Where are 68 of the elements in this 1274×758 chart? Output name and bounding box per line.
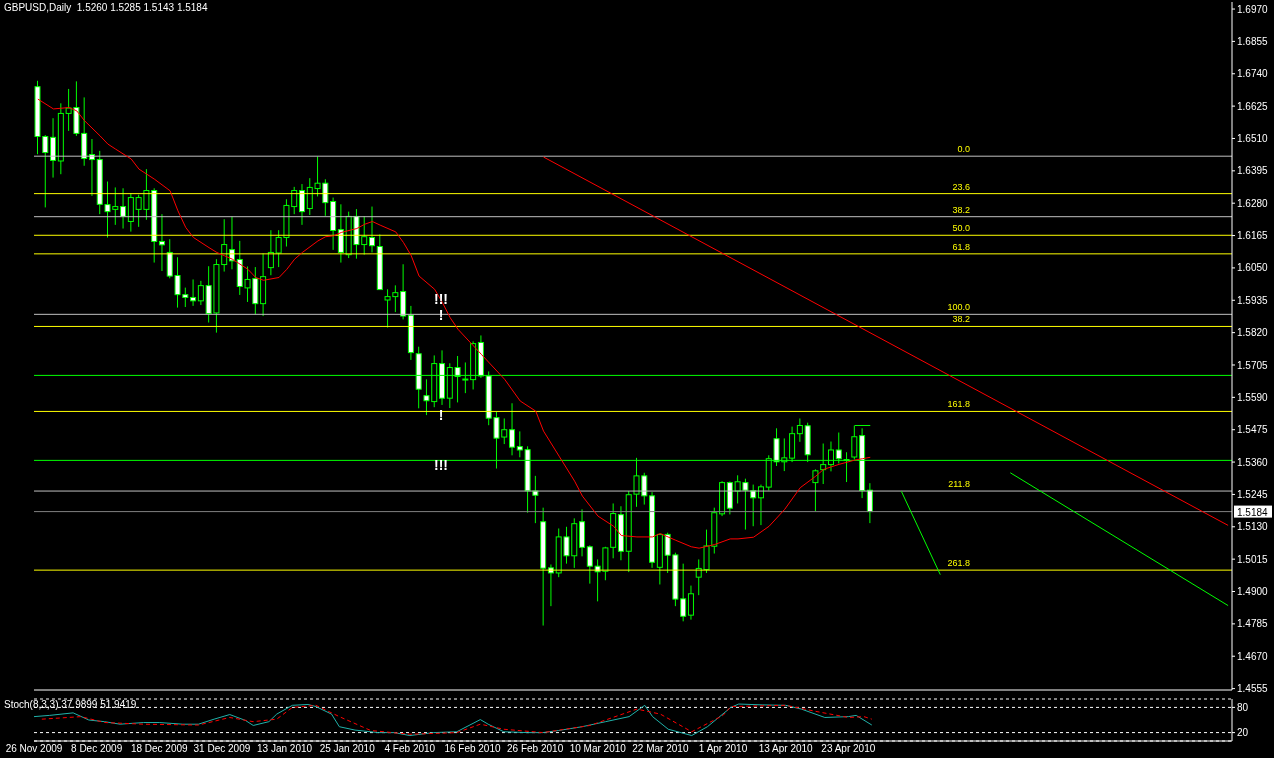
annotation: 0.0 [956, 144, 970, 155]
candlestick [50, 117, 57, 179]
candlestick [532, 475, 539, 524]
y-tick-label: 1.5360 [1237, 456, 1269, 468]
candlestick [267, 229, 274, 276]
y-tick-label: 1.4785 [1237, 618, 1269, 630]
x-tick-label: 10 Mar 2010 [569, 743, 627, 755]
y-tick-label: 1.5820 [1237, 327, 1269, 339]
x-tick-label: 31 Dec 2009 [193, 743, 251, 755]
y-tick-label: 1.4670 [1237, 650, 1269, 662]
annotation: !!! [433, 457, 449, 473]
x-tick-label: 13 Jan 2010 [257, 743, 313, 755]
x-tick-label: 26 Nov 2009 [5, 743, 63, 755]
y-tick-label: 80 [1237, 701, 1249, 713]
candlestick [687, 585, 694, 621]
y-tick-label: 1.6395 [1237, 165, 1269, 177]
y-tick-label: 1.6280 [1237, 197, 1269, 209]
x-tick-label: 8 Dec 2009 [71, 743, 123, 755]
x-tick-label: 26 Feb 2010 [507, 743, 564, 755]
candlestick [158, 213, 165, 272]
x-tick-label: 1 Apr 2010 [698, 743, 748, 755]
candlestick [369, 206, 376, 253]
annotation: 50.0 [951, 223, 970, 234]
chart-title: Stoch(8,3,3) 37.9899 51.9419 [4, 699, 137, 710]
annotation: 261.8 [946, 558, 970, 569]
y-tick-label: 1.5130 [1237, 521, 1269, 533]
y-tick-label: 1.5705 [1237, 359, 1269, 371]
y-tick-label: 1.5245 [1237, 488, 1269, 500]
annotation: 38.2 [951, 204, 970, 215]
x-tick-label: 22 Mar 2010 [632, 743, 689, 755]
annotation: 161.8 [946, 399, 970, 410]
candlestick [812, 468, 819, 512]
candlestick [509, 402, 516, 456]
x-tick-label: 18 Dec 2009 [130, 743, 189, 755]
annotation: ! [437, 407, 445, 423]
y-tick-label: 1.4900 [1237, 586, 1269, 598]
y-tick-label: 1.6625 [1237, 100, 1269, 112]
line-series [37, 98, 871, 549]
candlestick [120, 187, 127, 230]
y-tick-label: 1.6050 [1237, 262, 1269, 274]
x-tick-label: 25 Jan 2010 [319, 743, 376, 755]
annotation: 38.2 [951, 314, 970, 325]
annotation: 100.0 [946, 302, 970, 313]
y-tick-label: 20 [1237, 727, 1249, 739]
y-tick-label: 1.6510 [1237, 133, 1269, 145]
y-tick-label: 1.6740 [1237, 68, 1269, 80]
y-tick-label: 1.5935 [1237, 294, 1269, 306]
annotation: 211.8 [947, 479, 970, 490]
y-tick-label: 1.5475 [1237, 424, 1269, 436]
annotation: !!! [433, 291, 449, 307]
x-tick-label: 13 Apr 2010 [758, 743, 814, 755]
x-tick-label: 23 Apr 2010 [821, 743, 876, 755]
chart-title: GBPUSD,Daily 1.5260 1.5285 1.5143 1.5184 [4, 2, 208, 13]
y-tick-label: 1.6970 [1237, 3, 1269, 15]
y-tick-label: 1.5590 [1237, 391, 1269, 403]
annotation: 61.8 [951, 241, 970, 252]
y-tick-label: 1.6165 [1237, 230, 1269, 242]
annotation: 23.6 [951, 181, 970, 192]
candlestick [337, 203, 344, 264]
y-tick-label: 1.4555 [1237, 683, 1269, 695]
x-tick-label: 4 Feb 2010 [384, 743, 436, 755]
annotation: ! [437, 307, 445, 323]
y-tick-label: 1.5015 [1237, 553, 1269, 565]
ref-line-label: 1.5184 [1237, 506, 1269, 518]
candlestick [298, 183, 305, 226]
y-tick-label: 1.6855 [1237, 35, 1269, 47]
candlestick [190, 278, 197, 307]
x-tick-label: 16 Feb 2010 [444, 743, 501, 755]
